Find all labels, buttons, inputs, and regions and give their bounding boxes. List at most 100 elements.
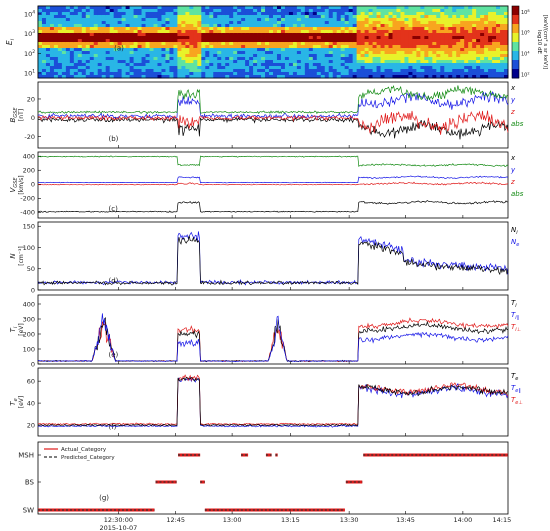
- spectrogram-cell: [49, 27, 55, 31]
- spectrogram-cell: [376, 66, 381, 70]
- spectrogram-cell: [165, 30, 170, 34]
- spectrogram-cell: [81, 72, 87, 76]
- spectrogram-cell: [304, 60, 310, 64]
- spectrogram-cell: [420, 39, 425, 43]
- spectrogram-cell: [504, 66, 509, 70]
- spectrogram-cell: [292, 57, 298, 61]
- spectrogram-cell: [157, 36, 162, 40]
- spectrogram-cell: [193, 42, 198, 46]
- spectrogram-cell: [245, 9, 250, 13]
- spectrogram-cell: [145, 18, 150, 22]
- spectrogram-cell: [109, 48, 115, 52]
- spectrogram-cell: [304, 57, 310, 61]
- spectrogram-cell: [105, 36, 111, 40]
- spectrogram-cell: [480, 15, 485, 19]
- spectrogram-cell: [476, 66, 481, 70]
- spectrogram-cell: [45, 72, 51, 76]
- spectrogram-cell: [364, 9, 369, 13]
- spectrogram-cell: [38, 15, 43, 19]
- spectrogram-cell: [89, 63, 95, 67]
- spectrogram-cell: [53, 51, 59, 55]
- spectrogram-cell: [185, 60, 190, 64]
- spectrogram-cell: [265, 36, 270, 40]
- spectrogram-cell: [77, 48, 83, 52]
- spectrogram-cell: [500, 27, 505, 31]
- spectrogram-cell: [400, 6, 405, 10]
- spectrogram-cell: [308, 72, 314, 76]
- energy-spectrogram: [37, 5, 509, 79]
- spectrogram-cell: [73, 75, 79, 79]
- spectrogram-cell: [284, 54, 290, 58]
- spectrogram-cell: [460, 15, 465, 19]
- spectrogram-cell: [69, 9, 75, 13]
- spectrogram-cell: [81, 69, 87, 73]
- spectrogram-cell: [241, 63, 246, 67]
- spectrogram-cell: [312, 54, 318, 58]
- spectrogram-cell: [85, 42, 91, 46]
- spectrogram-cell: [177, 9, 182, 13]
- spectrogram-cell: [408, 42, 413, 46]
- spectrogram-cell: [488, 51, 493, 55]
- spectrogram-cell: [273, 69, 278, 73]
- spectrogram-cell: [49, 54, 55, 58]
- spectrogram-cell: [121, 45, 127, 49]
- spectrogram-cell: [169, 42, 174, 46]
- spectrogram-cell: [408, 6, 413, 10]
- spectrogram-cell: [472, 30, 477, 34]
- spectrogram-cell: [364, 18, 369, 22]
- spectrogram-cell: [332, 57, 338, 61]
- spectrogram-cell: [73, 24, 79, 28]
- spectrogram-cell: [233, 15, 238, 19]
- spectrogram-cell: [464, 24, 469, 28]
- spectrogram-cell: [273, 72, 278, 76]
- spectrogram-cell: [165, 36, 170, 40]
- spectrogram-cell: [472, 51, 477, 55]
- legend-f-0: Te: [511, 372, 518, 382]
- spectrogram-cell: [173, 33, 178, 37]
- spectrogram-cell: [237, 66, 242, 70]
- spectrogram-cell: [209, 15, 214, 19]
- spectrogram-cell: [189, 36, 194, 40]
- spectrogram-cell: [460, 39, 465, 43]
- spectrogram-cell: [57, 57, 63, 61]
- spectrogram-cell: [225, 24, 230, 28]
- spectrogram-cell: [261, 45, 266, 49]
- spectrogram-cell: [173, 15, 178, 19]
- spectrogram-cell: [241, 15, 246, 19]
- spectrogram-cell: [38, 72, 43, 76]
- spectrogram-cell: [280, 6, 286, 10]
- spectrogram-cell: [432, 6, 437, 10]
- spectrogram-cell: [229, 66, 234, 70]
- spectrogram-cell: [356, 36, 362, 40]
- ytick-label: 103: [24, 29, 35, 38]
- spectrogram-cell: [292, 18, 298, 22]
- spectrogram-cell: [229, 15, 234, 19]
- spectrogram-cell: [221, 72, 226, 76]
- spectrogram-cell: [197, 54, 202, 58]
- spectrogram-cell: [408, 57, 413, 61]
- spectrogram-cell: [440, 24, 445, 28]
- spectrogram-cell: [89, 54, 95, 58]
- spectrogram-cell: [161, 75, 166, 79]
- spectrogram-cell: [372, 60, 377, 64]
- spectrogram-cell: [137, 6, 142, 10]
- spectrogram-cell: [41, 63, 47, 67]
- spectrogram-cell: [185, 12, 190, 16]
- spectrogram-cell: [77, 66, 83, 70]
- spectrogram-cell: [348, 33, 354, 37]
- spectrogram-cell: [121, 27, 127, 31]
- spectrogram-cell: [157, 33, 162, 37]
- spectrogram-cell: [332, 21, 338, 25]
- spectrogram-cell: [125, 15, 131, 19]
- spectrogram-cell: [233, 42, 238, 46]
- spectrogram-cell: [197, 24, 202, 28]
- spectrogram-cell: [432, 75, 437, 79]
- spectrogram-cell: [161, 9, 166, 13]
- spectrogram-cell: [288, 54, 294, 58]
- spectrogram-cell: [492, 75, 497, 79]
- spectrogram-cell: [125, 12, 131, 16]
- spectrogram-cell: [57, 69, 63, 73]
- spectrogram-cell: [328, 72, 334, 76]
- spectrogram-cell: [444, 18, 449, 22]
- spectrogram-cell: [372, 72, 377, 76]
